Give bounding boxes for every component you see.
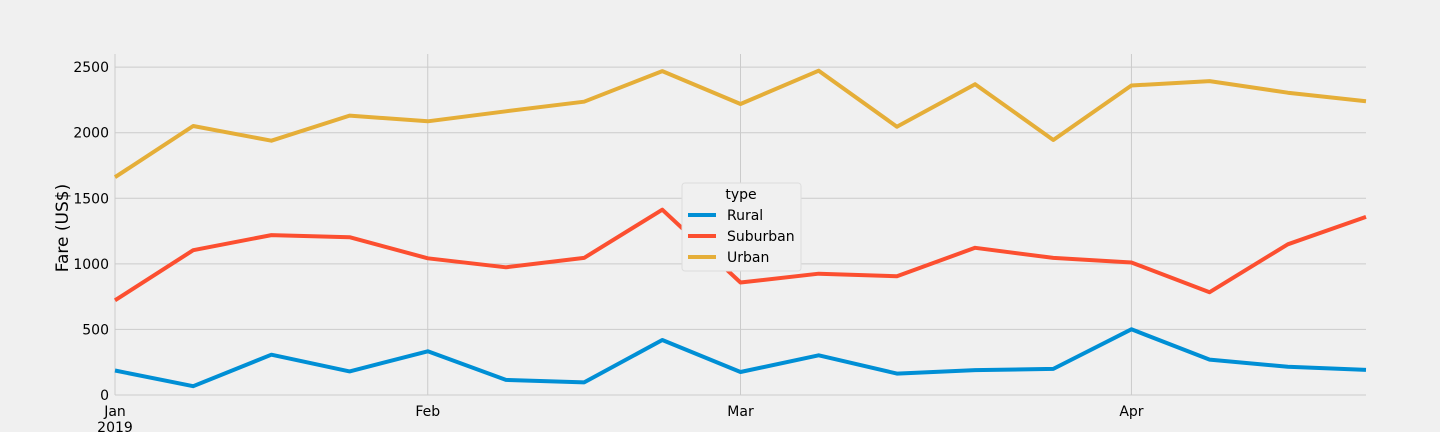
y-axis: 0 500 1000 1500 2000 2500	[73, 60, 109, 404]
y-tick-label: 500	[82, 322, 109, 338]
legend-label-urban: Urban	[727, 250, 769, 266]
y-tick-label: 0	[100, 388, 109, 404]
y-tick-label: 2000	[73, 126, 109, 142]
x-tick-label: Feb	[415, 404, 440, 420]
x-tick-sublabel: 2019	[97, 420, 133, 432]
series-line-urban	[113, 68, 1367, 179]
y-axis-label: Fare (US$)	[53, 184, 73, 272]
series-line-rural	[114, 327, 1367, 389]
x-tick-label: Mar	[727, 404, 754, 420]
legend-title: type	[725, 187, 756, 203]
legend-label-rural: Rural	[727, 208, 763, 224]
legend-label-suburban: Suburban	[727, 229, 795, 245]
x-tick-label: Apr	[1119, 404, 1143, 420]
y-tick-label: 2500	[73, 60, 109, 76]
x-tick-label: Jan	[103, 404, 126, 420]
legend: type Rural Suburban Urban	[681, 182, 802, 272]
legend-box	[681, 182, 802, 272]
series-line-suburban	[113, 207, 1367, 302]
y-tick-label: 1500	[73, 191, 109, 207]
series-lines	[113, 68, 1367, 389]
y-tick-label: 1000	[73, 257, 109, 273]
